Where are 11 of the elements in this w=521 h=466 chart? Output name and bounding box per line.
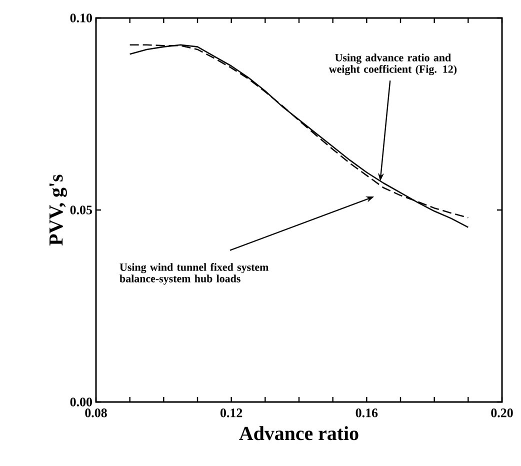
x-tick-label: 0.16 bbox=[356, 408, 378, 418]
x-axis-title: Advance ratio bbox=[239, 426, 358, 440]
annotation: Using wind tunnel fixed system balance-system hub loads bbox=[120, 263, 269, 285]
y-tick-label: 0.10 bbox=[70, 14, 92, 22]
x-tick-label: 0.12 bbox=[220, 408, 242, 418]
x-tick-label: 0.20 bbox=[491, 408, 513, 418]
annotation: Using advance ratio and weight coefficient (Fig. 12) bbox=[328, 54, 457, 76]
y-tick-label: 0.05 bbox=[70, 206, 92, 214]
x-tick-label: 0.08 bbox=[85, 408, 107, 418]
y-axis-title: PVV, g's bbox=[50, 174, 67, 246]
y-tick-label: 0.00 bbox=[70, 398, 92, 406]
